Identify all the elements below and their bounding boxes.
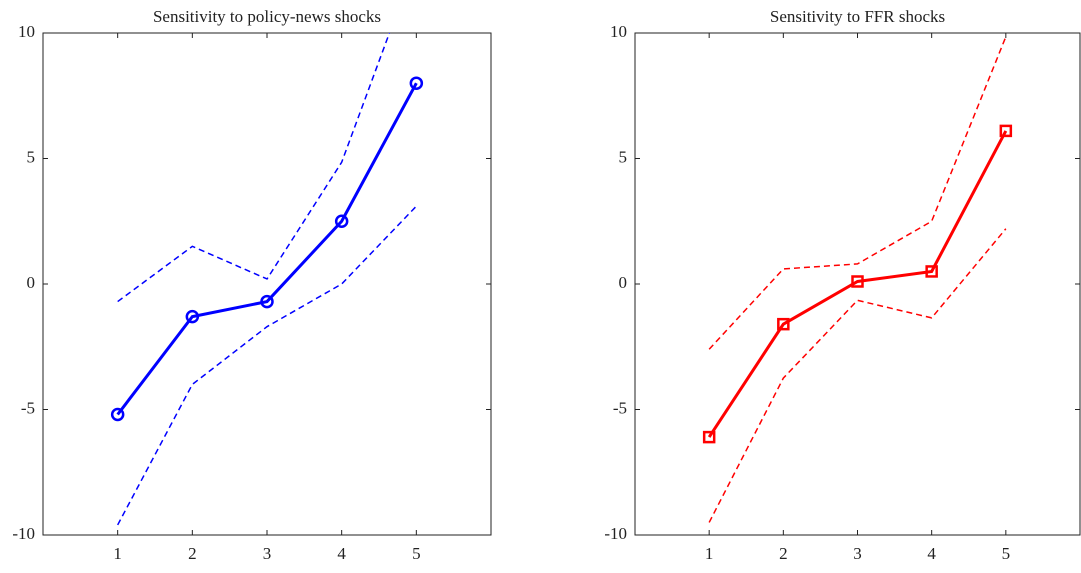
plot-area: [702, 36, 1013, 523]
y-tick-label: 5: [27, 147, 36, 166]
x-tick-label: 5: [1002, 544, 1011, 563]
estimate-line: [116, 82, 418, 416]
x-tick-label: 1: [113, 544, 122, 563]
y-tick-label: -10: [604, 524, 627, 543]
marker: [999, 124, 1013, 138]
band-line: [708, 36, 1007, 350]
plot-area: [110, 33, 424, 526]
x-tick-label: 2: [779, 544, 788, 563]
axes-box: [42, 32, 492, 536]
marker: [777, 317, 790, 331]
chart-title: Sensitivity to FFR shocks: [770, 7, 945, 26]
y-tick-label: -10: [12, 524, 35, 543]
x-tick-label: 1: [705, 544, 714, 563]
y-tick-label: 5: [619, 147, 628, 166]
y-tick-label: -5: [613, 398, 627, 417]
band-line: [708, 228, 1007, 523]
marker: [185, 309, 200, 324]
x-tick-label: 3: [853, 544, 862, 563]
marker: [260, 294, 274, 309]
band-line: [117, 33, 391, 303]
marker: [110, 407, 125, 422]
marker: [334, 214, 349, 228]
marker: [925, 265, 938, 278]
y-tick-label: 0: [27, 273, 36, 292]
marker: [409, 76, 424, 90]
y-tick-label: 10: [18, 22, 35, 41]
x-tick-label: 2: [188, 544, 197, 563]
y-tick-label: -5: [21, 398, 35, 417]
estimate-line: [707, 130, 1008, 438]
x-tick-label: 4: [927, 544, 936, 563]
chart-title: Sensitivity to policy-news shocks: [153, 7, 381, 26]
marker: [702, 430, 716, 444]
x-tick-label: 3: [263, 544, 272, 563]
marker: [851, 275, 864, 288]
x-tick-label: 5: [412, 544, 421, 563]
x-tick-label: 4: [337, 544, 346, 563]
y-tick-label: 10: [610, 22, 627, 41]
axes-box: [634, 32, 1081, 536]
y-tick-label: 0: [619, 273, 628, 292]
band-line: [117, 205, 417, 526]
